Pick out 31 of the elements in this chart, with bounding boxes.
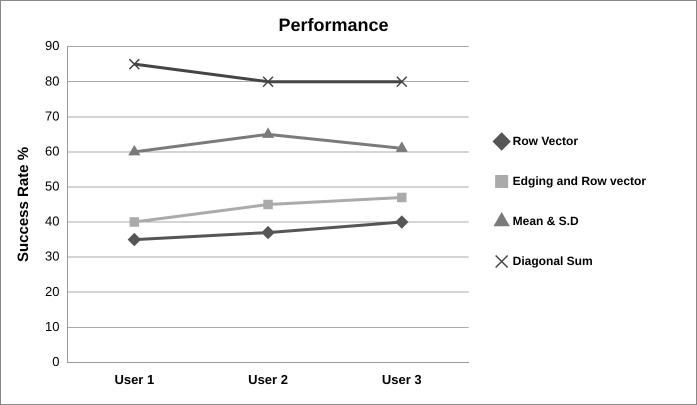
point xyxy=(128,58,140,70)
point xyxy=(262,128,274,138)
x-tick-label: User 1 xyxy=(114,372,154,387)
point xyxy=(128,233,141,246)
point xyxy=(397,192,407,202)
y-tick-label: 50 xyxy=(44,178,60,194)
point xyxy=(262,226,275,240)
legend-label: Diagonal Sum xyxy=(512,254,593,268)
point xyxy=(128,145,140,156)
y-tick-label: 0 xyxy=(52,354,60,369)
y-tick-label: 80 xyxy=(44,73,60,88)
point xyxy=(263,200,273,210)
y-axis-title: Success Rate % xyxy=(15,146,32,262)
y-tick-label: 70 xyxy=(44,108,60,124)
y-tick-label: 40 xyxy=(44,214,60,229)
point xyxy=(262,76,274,88)
y-tick-label: 30 xyxy=(44,248,60,264)
x-tick-label: User 3 xyxy=(382,372,422,387)
y-tick-label: 90 xyxy=(44,38,60,54)
y-tick-label: 10 xyxy=(44,318,60,334)
y-tick-label: 60 xyxy=(44,143,60,158)
legend-label: Mean & S.D xyxy=(512,214,580,228)
point xyxy=(130,217,140,227)
x-tick-label: User 2 xyxy=(248,372,288,387)
legend-label: Row Vector xyxy=(512,134,578,148)
y-tick-label: 20 xyxy=(44,284,60,299)
point xyxy=(396,76,408,88)
point xyxy=(395,216,408,229)
point xyxy=(396,142,408,152)
legend-label: Edging and Row vector xyxy=(512,174,646,188)
chart-title: Performance xyxy=(278,14,389,35)
